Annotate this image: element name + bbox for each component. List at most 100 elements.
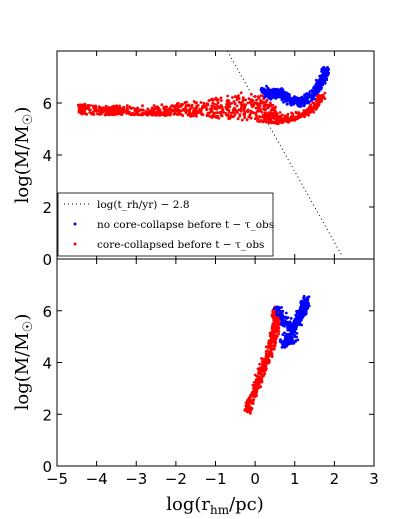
data-point xyxy=(253,393,257,397)
data-point xyxy=(257,96,261,100)
data-point xyxy=(289,117,292,121)
data-point xyxy=(157,107,161,110)
data-point xyxy=(286,338,289,342)
data-point xyxy=(325,71,329,75)
data-point xyxy=(114,108,118,112)
data-point xyxy=(81,104,85,107)
data-point xyxy=(304,113,308,116)
data-point xyxy=(278,111,282,114)
data-point xyxy=(160,112,164,115)
bottom-y-axis-label: log(M/M☉) xyxy=(12,314,36,411)
data-point xyxy=(298,115,301,118)
data-point xyxy=(106,113,110,116)
data-point xyxy=(238,108,242,112)
data-point xyxy=(267,103,271,107)
data-point xyxy=(207,112,210,115)
data-point xyxy=(254,378,258,381)
data-point xyxy=(245,109,249,113)
data-point xyxy=(249,103,253,106)
data-point xyxy=(275,306,279,310)
data-point xyxy=(213,107,217,111)
data-point xyxy=(263,95,267,99)
data-point xyxy=(255,116,258,120)
data-point xyxy=(231,96,234,99)
data-point xyxy=(193,114,197,117)
bottom-data-layer xyxy=(243,294,311,415)
data-point xyxy=(317,89,321,93)
data-point xyxy=(299,311,303,315)
data-point xyxy=(320,82,324,86)
data-point xyxy=(295,309,298,313)
data-point xyxy=(241,96,245,99)
data-point xyxy=(293,335,297,339)
data-point xyxy=(270,332,274,335)
data-point xyxy=(277,332,280,336)
data-point xyxy=(321,78,324,82)
data-point xyxy=(289,317,293,320)
data-point xyxy=(104,113,107,117)
data-point xyxy=(163,107,167,111)
data-point xyxy=(267,351,271,354)
data-point xyxy=(243,407,247,411)
data-point xyxy=(309,95,313,99)
top-y-axis-label: log(M/M☉) xyxy=(12,107,36,204)
data-point xyxy=(251,105,254,109)
data-point xyxy=(265,84,268,88)
series-red xyxy=(243,305,282,415)
data-point xyxy=(243,104,247,108)
data-point xyxy=(185,109,188,113)
data-point xyxy=(216,114,220,118)
data-point xyxy=(273,336,277,340)
data-point xyxy=(254,106,258,110)
data-point xyxy=(177,102,180,105)
data-point xyxy=(258,362,262,366)
data-point xyxy=(189,115,193,118)
data-point xyxy=(233,111,236,114)
data-point xyxy=(270,355,274,358)
data-point xyxy=(302,294,306,298)
data-point xyxy=(199,111,203,115)
data-point xyxy=(150,106,154,110)
data-point xyxy=(172,112,176,116)
data-point xyxy=(215,103,219,106)
data-point xyxy=(273,306,276,310)
data-point xyxy=(238,114,242,118)
data-point xyxy=(262,370,266,374)
data-point xyxy=(237,97,241,100)
data-point xyxy=(315,85,319,89)
data-point xyxy=(149,109,153,113)
data-point xyxy=(261,366,265,370)
data-point xyxy=(237,94,240,97)
data-point xyxy=(186,104,190,107)
data-point xyxy=(210,97,214,101)
data-point xyxy=(81,112,84,115)
data-point xyxy=(303,95,307,99)
data-point xyxy=(156,109,160,113)
data-point xyxy=(85,112,88,116)
data-point xyxy=(308,90,312,93)
data-point xyxy=(254,111,258,115)
data-point xyxy=(259,372,263,376)
data-point xyxy=(250,93,253,96)
data-point xyxy=(188,108,191,112)
data-point xyxy=(279,338,282,342)
data-point xyxy=(274,120,278,124)
data-point xyxy=(264,350,268,353)
data-point xyxy=(229,114,233,118)
data-point xyxy=(245,410,249,414)
data-point xyxy=(232,100,236,103)
top-panel: 0 2 4 6 log(M/M☉) log(t_rh/yr) − 2.8 no cor… xyxy=(12,50,375,269)
data-point xyxy=(117,106,121,109)
data-point xyxy=(245,118,249,122)
data-point xyxy=(301,101,305,105)
data-point xyxy=(295,320,299,324)
x-tick-label: −4 xyxy=(86,470,108,488)
data-point xyxy=(141,111,145,115)
data-point xyxy=(312,110,316,114)
data-point xyxy=(285,117,289,121)
data-point xyxy=(179,104,183,108)
data-point xyxy=(290,115,293,119)
data-point xyxy=(247,97,251,100)
data-point xyxy=(77,110,81,114)
